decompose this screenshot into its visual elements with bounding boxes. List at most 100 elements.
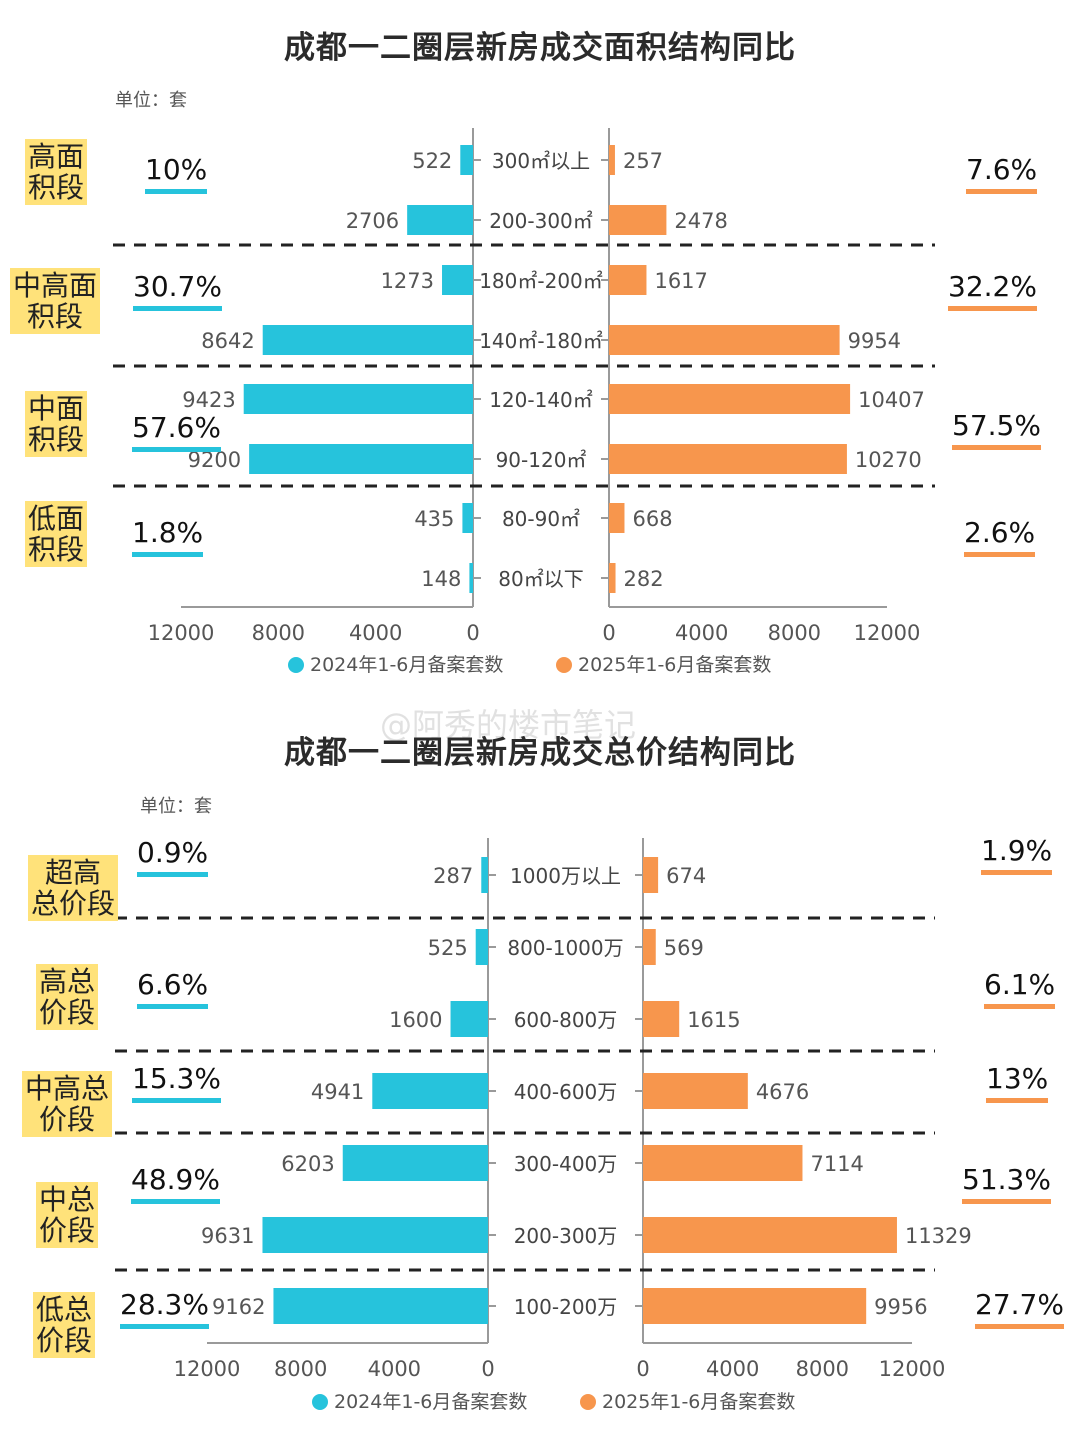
bar-2024-5 <box>262 1217 488 1253</box>
category-label-6: 100-200万 <box>514 1295 618 1319</box>
chart2-left-pct-3: 48.9% <box>131 1163 220 1204</box>
bar-2025-7 <box>609 563 616 593</box>
category-label-5: 200-300万 <box>514 1224 618 1248</box>
bar-2025-0 <box>609 145 615 175</box>
bar-2024-6 <box>462 503 473 533</box>
category-label-6: 80-90㎡ <box>502 507 580 531</box>
chart1-legend-2025-label: 2025年1-6月备案套数 <box>578 654 772 676</box>
left-x-tick-label-1: 8000 <box>274 1357 327 1381</box>
chart2-left-pct-0: 0.9% <box>137 836 209 877</box>
data-label-2025-3: 9954 <box>848 329 901 353</box>
data-label-2024-6: 9162 <box>212 1295 265 1319</box>
bar-2025-4 <box>609 384 851 414</box>
bar-2025-6 <box>643 1288 867 1324</box>
bar-2025-2 <box>609 265 647 295</box>
bar-2024-1 <box>475 929 488 965</box>
data-label-2025-0: 257 <box>623 149 663 173</box>
right-x-tick-label-1: 4000 <box>675 621 728 645</box>
data-label-2025-5: 11329 <box>905 1224 972 1248</box>
bar-2025-3 <box>643 1073 748 1109</box>
chart2-group-label-2: 中高总 价段 <box>22 1071 113 1137</box>
bar-2025-1 <box>643 929 656 965</box>
bar-2024-2 <box>450 1001 488 1037</box>
chart2-left-pct-4: 28.3% <box>120 1288 209 1329</box>
legend-dot-icon <box>556 657 572 673</box>
chart1-left-pct-0: 10% <box>145 153 208 194</box>
data-label-2025-1: 2478 <box>674 209 727 233</box>
data-label-2025-7: 282 <box>624 567 664 591</box>
data-label-2024-4: 6203 <box>281 1152 334 1176</box>
bar-2024-1 <box>407 205 473 235</box>
chart2-group-label-1: 高总 价段 <box>36 964 99 1030</box>
category-label-7: 80㎡以下 <box>498 567 583 591</box>
chart2-right-pct-4: 27.7% <box>975 1288 1064 1329</box>
chart2-right-pct-1: 6.1% <box>984 968 1056 1009</box>
data-label-2024-0: 522 <box>412 149 452 173</box>
category-label-4: 300-400万 <box>514 1152 618 1176</box>
chart1-legend-2024-label: 2024年1-6月备案套数 <box>310 654 504 676</box>
left-x-tick-label-3: 0 <box>466 621 479 645</box>
chart2-legend-2025-label: 2025年1-6月备案套数 <box>602 1391 796 1413</box>
category-label-3: 400-600万 <box>514 1080 618 1104</box>
chart1-left-pct-2: 57.6% <box>132 411 221 452</box>
data-label-2024-4: 9423 <box>182 388 235 412</box>
category-label-2: 600-800万 <box>514 1008 618 1032</box>
chart2-group-label-0: 超高 总价段 <box>28 855 119 921</box>
watermark: @阿秀的楼市笔记 <box>380 706 637 744</box>
chart1-unit: 单位：套 <box>115 90 187 111</box>
data-label-2025-6: 668 <box>632 507 672 531</box>
bar-2025-4 <box>643 1145 803 1181</box>
right-x-tick-label-2: 8000 <box>768 621 821 645</box>
data-label-2025-4: 7114 <box>810 1152 863 1176</box>
chart1-group-label-3: 低面 积段 <box>25 501 88 567</box>
chart1-right-pct-3: 2.6% <box>964 516 1036 557</box>
chart1-left-pct-1: 30.7% <box>133 270 222 311</box>
category-label-5: 90-120㎡ <box>496 448 587 472</box>
chart1-legend-2025: 2025年1-6月备案套数 <box>556 650 771 677</box>
chart1-group-label-2: 中面 积段 <box>25 391 88 457</box>
data-label-2025-2: 1615 <box>687 1008 740 1032</box>
chart1-group-label-0: 高面 积段 <box>25 139 88 205</box>
left-x-tick-label-0: 12000 <box>148 621 215 645</box>
right-x-tick-label-2: 8000 <box>796 1357 849 1381</box>
data-label-2025-3: 4676 <box>756 1080 809 1104</box>
data-label-2024-3: 8642 <box>201 329 254 353</box>
bar-2024-4 <box>243 384 473 414</box>
chart1-plot: 522 257 300㎡以上 2706 2478 200-300㎡ 1273 1617 180㎡… <box>113 128 935 645</box>
category-label-2: 180㎡-200㎡ <box>479 269 603 293</box>
bar-2024-3 <box>372 1073 488 1109</box>
data-label-2024-2: 1600 <box>389 1008 442 1032</box>
legend-dot-icon <box>288 657 304 673</box>
left-x-tick-label-3: 0 <box>481 1357 494 1381</box>
category-label-0: 1000万以上 <box>510 864 621 888</box>
bar-2025-2 <box>643 1001 680 1037</box>
chart1-right-pct-2: 57.5% <box>952 409 1041 450</box>
bar-2024-0 <box>481 857 488 893</box>
chart2-right-pct-0: 1.9% <box>981 834 1053 875</box>
bar-2025-5 <box>609 444 847 474</box>
data-label-2024-0: 287 <box>433 864 473 888</box>
legend-dot-icon <box>580 1394 596 1410</box>
chart2-group-label-4: 低总 价段 <box>33 1292 96 1358</box>
right-x-tick-label-3: 12000 <box>879 1357 946 1381</box>
chart2-group-label-3: 中总 价段 <box>36 1182 99 1248</box>
data-label-2024-6: 435 <box>414 507 454 531</box>
category-label-1: 200-300㎡ <box>489 209 593 233</box>
bar-2025-3 <box>609 325 840 355</box>
data-label-2024-1: 2706 <box>346 209 399 233</box>
bar-2024-6 <box>273 1288 488 1324</box>
chart1-legend-2024: 2024年1-6月备案套数 <box>288 650 503 677</box>
chart2-legend-2025: 2025年1-6月备案套数 <box>580 1387 795 1414</box>
right-x-tick-label-1: 4000 <box>706 1357 759 1381</box>
bar-2024-5 <box>249 444 473 474</box>
data-label-2024-2: 1273 <box>381 269 434 293</box>
chart2-right-pct-2: 13% <box>986 1062 1049 1103</box>
right-x-tick-label-3: 12000 <box>854 621 921 645</box>
category-label-1: 800-1000万 <box>507 936 623 960</box>
category-label-0: 300㎡以上 <box>492 149 590 173</box>
left-x-tick-label-1: 8000 <box>252 621 305 645</box>
data-label-2025-5: 10270 <box>855 448 922 472</box>
bar-2024-3 <box>262 325 473 355</box>
bar-2024-7 <box>469 563 473 593</box>
